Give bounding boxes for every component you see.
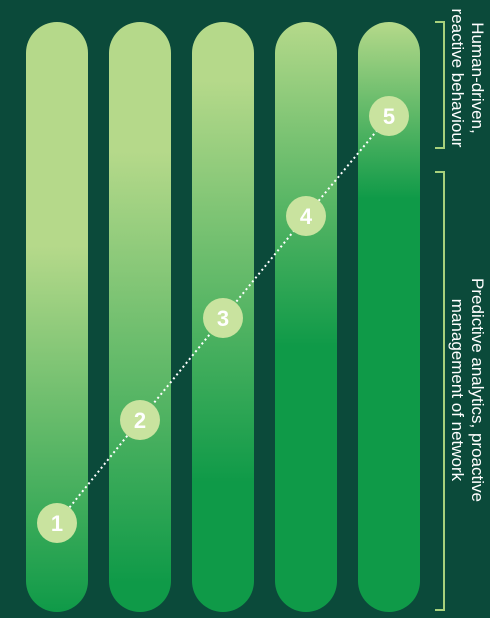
stage-marker-circle [120, 400, 160, 440]
label-reactive-behaviour: Human-driven, reactive behaviour [448, 8, 487, 148]
stage-marker-5: 5 [369, 96, 409, 136]
stage-column-1 [26, 22, 88, 612]
label-proactive-management: Predictive analytics, proactive manageme… [448, 278, 487, 502]
stage-column-5 [358, 22, 420, 612]
stage-number: 4 [300, 204, 313, 229]
stage-column-2 [109, 22, 171, 612]
stage-columns [26, 22, 420, 612]
stage-marker-circle [286, 196, 326, 236]
stage-number: 2 [134, 408, 146, 433]
stage-number: 3 [217, 306, 229, 331]
stage-marker-circle [369, 96, 409, 136]
stage-marker-3: 3 [203, 298, 243, 338]
stage-column-4 [275, 22, 337, 612]
stage-marker-1: 1 [37, 503, 77, 543]
stage-number: 5 [383, 104, 395, 129]
stage-number: 1 [51, 511, 63, 536]
stage-marker-circle [203, 298, 243, 338]
bracket-bottom [435, 171, 445, 611]
stage-marker-2: 2 [120, 400, 160, 440]
stage-marker-4: 4 [286, 196, 326, 236]
stage-markers: 1 2 3 4 5 [37, 96, 409, 543]
bracket-top [435, 21, 445, 149]
stage-marker-circle [37, 503, 77, 543]
